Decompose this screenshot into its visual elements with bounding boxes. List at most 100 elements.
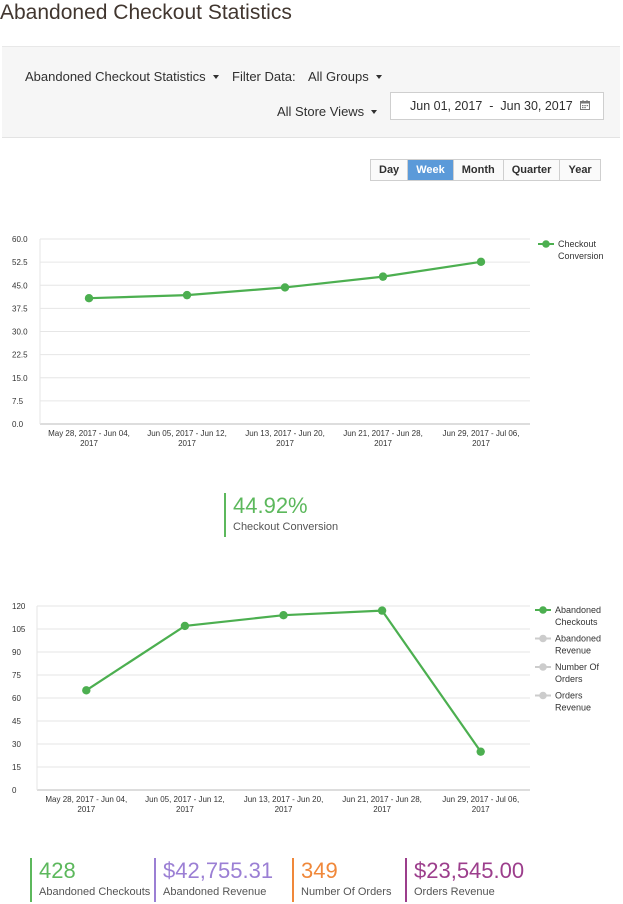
chevron-down-icon bbox=[375, 75, 382, 79]
data-point bbox=[377, 606, 387, 615]
date-range-picker[interactable]: Jun 01, 2017 - Jun 30, 2017 bbox=[390, 92, 604, 120]
period-week-button[interactable]: Week bbox=[407, 160, 453, 180]
kpi-abandoned-checkouts: 428 Abandoned Checkouts bbox=[30, 858, 150, 902]
legend-label: Checkouts bbox=[555, 617, 598, 627]
page-title: Abandoned Checkout Statistics bbox=[0, 1, 292, 24]
y-tick-label: 0.0 bbox=[12, 420, 24, 429]
data-point bbox=[476, 257, 486, 267]
kpi-abandoned-revenue: $42,755.31 Abandoned Revenue bbox=[154, 858, 273, 902]
x-tick-label: May 28, 2017 - Jun 04, bbox=[45, 795, 127, 804]
chevron-down-icon bbox=[371, 110, 378, 114]
filter-bar: Abandoned Checkout Statistics Filter Dat… bbox=[2, 46, 620, 138]
x-tick-label: 2017 bbox=[176, 805, 194, 814]
kpi-number-of-orders: 349 Number Of Orders bbox=[292, 858, 391, 902]
legend-label: Conversion bbox=[558, 251, 604, 261]
report-select-label: Abandoned Checkout Statistics bbox=[25, 69, 206, 84]
kpi-value: $42,755.31 bbox=[163, 858, 274, 883]
calendar-icon bbox=[580, 100, 590, 110]
y-tick-label: 45.0 bbox=[12, 281, 28, 290]
legend-label: Checkout bbox=[558, 239, 597, 249]
y-tick-label: 52.5 bbox=[12, 258, 28, 267]
group-select-label: All Groups bbox=[308, 69, 369, 84]
y-tick-label: 15.0 bbox=[12, 374, 28, 383]
x-tick-label: 2017 bbox=[275, 805, 293, 814]
kpi-value: 428 bbox=[39, 858, 76, 883]
data-point bbox=[82, 686, 91, 695]
kpi-label: Abandoned Revenue bbox=[163, 886, 267, 898]
legend-item: Checkout Conversion bbox=[538, 239, 604, 261]
x-tick-label: 2017 bbox=[178, 439, 196, 448]
store-views-select[interactable]: All Store Views bbox=[277, 104, 378, 119]
legend-label: Orders bbox=[555, 674, 583, 684]
y-tick-label: 75 bbox=[12, 671, 21, 680]
period-month-button[interactable]: Month bbox=[452, 160, 503, 180]
y-tick-label: 15 bbox=[12, 763, 21, 772]
date-from: Jun 01, 2017 bbox=[410, 99, 483, 113]
x-tick-label: Jun 13, 2017 - Jun 20, bbox=[244, 795, 324, 804]
x-tick-label: Jun 05, 2017 - Jun 12, bbox=[145, 795, 225, 804]
period-button-group: Day Week Month Quarter Year bbox=[370, 159, 601, 181]
store-views-select-label: All Store Views bbox=[277, 104, 365, 119]
legend-item: Number Of Orders bbox=[535, 662, 600, 684]
series-line bbox=[85, 609, 482, 753]
checkout-conversion-chart: 0.0 7.5 15.0 22.5 30.0 37.5 45.0 52.5 60.0 May 28… bbox=[12, 235, 604, 448]
legend-marker bbox=[539, 634, 547, 643]
x-tick-label: 2017 bbox=[373, 805, 391, 814]
legend-label: Orders bbox=[555, 691, 583, 701]
kpi-label: Number Of Orders bbox=[301, 886, 392, 898]
abandoned-checkouts-chart: 0 15 30 45 60 75 90 105 120 May 28, 2017 - Jun 04… bbox=[12, 602, 601, 814]
legend-label: Abandoned bbox=[555, 634, 601, 644]
kpi-value: $23,545.00 bbox=[414, 858, 525, 883]
y-tick-label: 90 bbox=[12, 648, 21, 657]
data-point bbox=[476, 747, 485, 756]
data-point bbox=[280, 283, 290, 292]
x-tick-label: May 28, 2017 - Jun 04, bbox=[48, 429, 130, 438]
chevron-down-icon bbox=[212, 75, 219, 79]
x-tick-label: 2017 bbox=[472, 439, 490, 448]
x-tick-label: Jun 21, 2017 - Jun 28, bbox=[342, 795, 422, 804]
conversion-kpi-label: Checkout Conversion bbox=[233, 521, 339, 533]
legend-item: Orders Revenue bbox=[535, 691, 591, 713]
legend-label: Number Of bbox=[555, 662, 600, 672]
x-tick-label: Jun 05, 2017 - Jun 12, bbox=[147, 429, 227, 438]
x-tick-label: Jun 29, 2017 - Jul 06, bbox=[443, 429, 520, 438]
kpi-label: Abandoned Checkouts bbox=[39, 886, 151, 898]
x-tick-label: 2017 bbox=[374, 439, 392, 448]
y-tick-label: 120 bbox=[12, 602, 26, 611]
kpi-label: Orders Revenue bbox=[414, 886, 495, 898]
y-tick-label: 30.0 bbox=[12, 328, 28, 337]
data-point bbox=[182, 290, 192, 300]
legend-item: Abandoned Revenue bbox=[535, 634, 601, 656]
data-point bbox=[279, 611, 288, 620]
legend-marker bbox=[539, 663, 547, 671]
conversion-kpi: 44.92% Checkout Conversion bbox=[224, 493, 338, 537]
kpi-value: 349 bbox=[301, 858, 338, 883]
data-point bbox=[378, 272, 388, 281]
conversion-kpi-value: 44.92% bbox=[233, 493, 308, 518]
period-year-button[interactable]: Year bbox=[559, 160, 600, 180]
date-to: Jun 30, 2017 bbox=[500, 99, 573, 113]
x-tick-label: Jun 29, 2017 - Jul 06, bbox=[442, 795, 519, 804]
group-select[interactable]: All Groups bbox=[308, 69, 382, 84]
legend-label: Revenue bbox=[555, 703, 591, 713]
legend-marker bbox=[542, 240, 550, 248]
y-tick-label: 7.5 bbox=[12, 397, 24, 406]
kpi-orders-revenue: $23,545.00 Orders Revenue bbox=[405, 858, 524, 902]
date-range-text: Jun 01, 2017 - Jun 30, 2017 bbox=[410, 99, 573, 113]
y-tick-label: 37.5 bbox=[12, 304, 28, 313]
legend-item: Abandoned Checkouts bbox=[535, 605, 601, 627]
y-tick-label: 30 bbox=[12, 740, 21, 749]
y-tick-label: 22.5 bbox=[12, 351, 28, 360]
filter-data-label: Filter Data: bbox=[232, 69, 296, 84]
y-tick-label: 0 bbox=[12, 786, 17, 795]
series-line bbox=[88, 260, 482, 300]
y-tick-label: 60 bbox=[12, 694, 21, 703]
x-tick-label: 2017 bbox=[276, 439, 294, 448]
report-select[interactable]: Abandoned Checkout Statistics bbox=[25, 69, 219, 84]
period-quarter-button[interactable]: Quarter bbox=[502, 160, 560, 180]
legend-marker bbox=[539, 691, 547, 700]
data-point bbox=[180, 621, 190, 631]
x-tick-label: Jun 21, 2017 - Jun 28, bbox=[343, 429, 423, 438]
x-tick-label: 2017 bbox=[77, 805, 95, 814]
period-day-button[interactable]: Day bbox=[371, 160, 408, 180]
